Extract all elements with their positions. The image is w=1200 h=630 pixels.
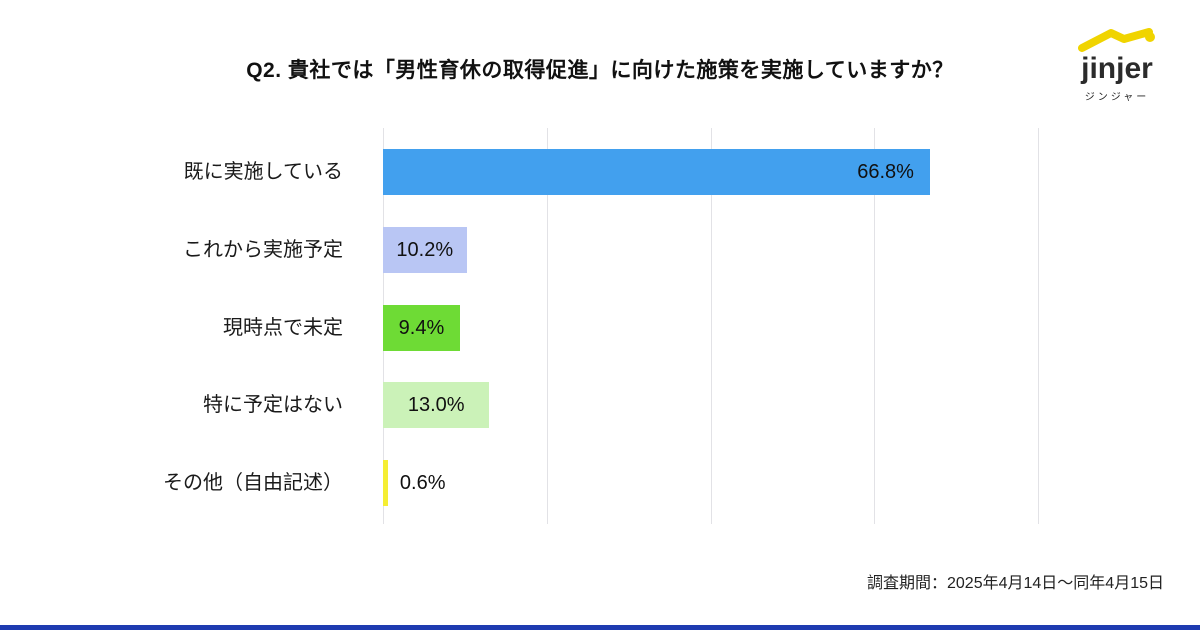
jinjer-logo-wordmark: jinjer [1081, 52, 1153, 85]
chart-row: これから実施予定 10.2% [0, 227, 1200, 273]
category-label: 既に実施している [183, 161, 343, 183]
category-label: これから実施予定 [183, 239, 343, 261]
gridline [710, 128, 712, 524]
bar: 66.8% [383, 149, 930, 195]
page-title: Q2. 貴社では「男性育休の取得促進」に向けた施策を実施していますか？ [246, 59, 954, 82]
chart-row: 特に予定はない 13.0% [0, 382, 1200, 428]
gridline [874, 128, 876, 524]
bar: 9.4% [383, 305, 460, 351]
bar: 13.0% [383, 382, 490, 428]
survey-period-note: 調査期間：2025年4月14日～同年4月15日 [867, 575, 1164, 592]
bottom-accent-bar [0, 625, 1200, 630]
category-label: 現時点で未定 [223, 317, 343, 339]
category-label: 特に予定はない [203, 394, 343, 416]
chart-row: 既に実施している 66.8% [0, 149, 1200, 195]
value-label: 0.6% [399, 472, 446, 494]
jinjer-logo-katakana: ジンジャー [1084, 91, 1150, 103]
value-label: 13.0% [407, 393, 465, 416]
value-label: 9.4% [398, 316, 445, 339]
chart-row: その他（自由記述） 0.6% [0, 460, 1200, 506]
bar [383, 460, 388, 506]
gridline [1038, 128, 1039, 524]
chart-row: 現時点で未定 9.4% [0, 305, 1200, 351]
jinjer-logo: jinjer ジンジャー [1064, 28, 1170, 103]
bar: 10.2% [383, 227, 467, 273]
gridline [546, 128, 548, 524]
value-label: 66.8% [857, 160, 914, 183]
category-label: その他（自由記述） [163, 472, 343, 494]
jinjer-logo-mark-icon [1078, 28, 1155, 52]
value-label: 10.2% [396, 238, 454, 261]
